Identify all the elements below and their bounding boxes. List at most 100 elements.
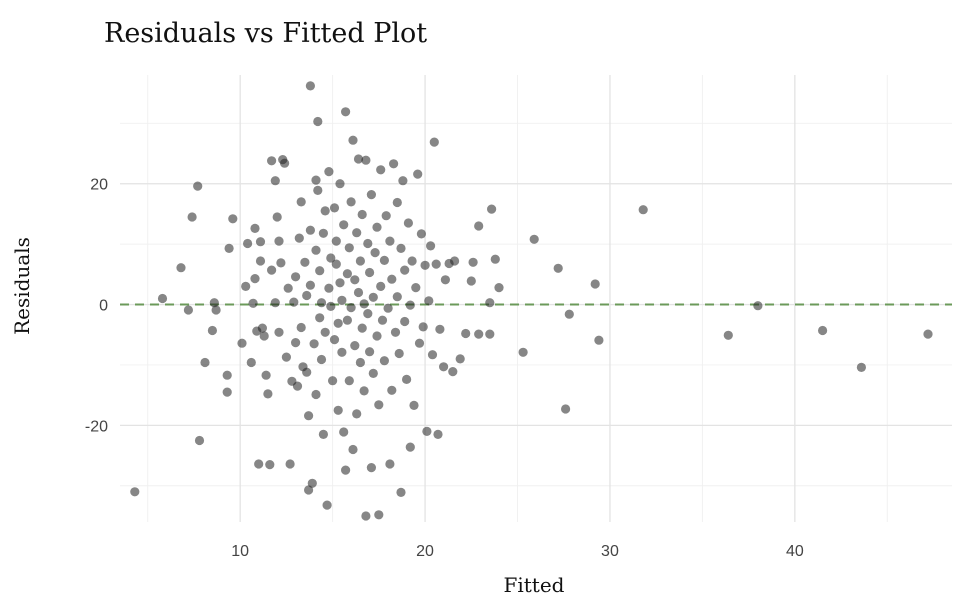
data-point-106 [352, 228, 362, 238]
data-point-96 [342, 269, 352, 279]
data-point-1 [157, 293, 168, 304]
data-point-200 [923, 329, 933, 339]
data-point-109 [353, 287, 364, 298]
data-point-198 [818, 325, 828, 336]
data-point-26 [257, 323, 267, 333]
data-point-122 [366, 463, 376, 473]
data-point-155 [405, 300, 415, 310]
data-point-70 [316, 298, 327, 308]
data-point-63 [311, 175, 321, 185]
data-point-78 [324, 283, 334, 293]
data-point-4 [187, 212, 197, 222]
data-point-117 [361, 511, 371, 521]
data-point-173 [440, 275, 450, 285]
data-point-43 [285, 459, 295, 469]
data-point-154 [405, 442, 415, 452]
data-point-79 [326, 253, 336, 263]
data-point-149 [398, 176, 408, 186]
data-point-190 [553, 263, 563, 273]
data-point-153 [403, 218, 413, 228]
data-point-89 [335, 179, 345, 189]
data-point-178 [461, 328, 471, 339]
data-point-71 [316, 354, 327, 365]
data-point-73 [318, 228, 328, 238]
data-point-38 [276, 258, 286, 268]
grid-lines [120, 75, 952, 522]
data-point-181 [474, 329, 484, 339]
data-point-82 [329, 203, 340, 213]
data-point-68 [315, 266, 325, 276]
data-point-37 [274, 327, 284, 337]
data-point-137 [383, 303, 393, 313]
data-point-91 [337, 295, 347, 305]
y-tick-label: 20 [90, 177, 108, 194]
data-point-76 [322, 500, 332, 510]
data-point-45 [289, 297, 299, 307]
data-point-47 [291, 338, 301, 348]
data-point-121 [365, 267, 375, 278]
data-point-156 [407, 256, 417, 266]
data-point-150 [400, 316, 410, 327]
data-point-90 [337, 347, 347, 357]
data-point-166 [426, 241, 436, 251]
data-point-170 [433, 429, 443, 439]
data-point-167 [427, 350, 438, 360]
data-point-114 [359, 386, 369, 396]
data-point-110 [355, 357, 365, 368]
data-point-48 [292, 381, 303, 391]
data-point-159 [413, 169, 423, 179]
data-point-74 [320, 206, 330, 216]
data-point-65 [311, 389, 321, 400]
data-point-111 [355, 256, 365, 266]
data-point-148 [396, 243, 406, 253]
data-point-7 [200, 357, 210, 368]
data-point-130 [374, 400, 384, 410]
data-point-54 [302, 290, 312, 301]
data-point-51 [296, 197, 306, 207]
data-point-10 [211, 305, 221, 315]
data-point-66 [313, 116, 323, 127]
data-point-172 [439, 362, 449, 372]
data-point-80 [326, 301, 336, 311]
data-point-58 [305, 81, 315, 91]
data-point-6 [194, 435, 205, 446]
data-point-69 [315, 313, 325, 323]
data-point-186 [494, 283, 504, 293]
data-point-104 [350, 275, 360, 285]
data-point-21 [250, 274, 260, 284]
data-point-129 [374, 510, 384, 520]
y-axis-ticks: -20 0 20 [85, 177, 108, 436]
chart-title: Residuals vs Fitted Plot [104, 18, 427, 49]
data-point-33 [270, 176, 280, 186]
y-axis-title: Residuals [10, 237, 34, 335]
data-point-94 [341, 107, 351, 117]
data-point-16 [241, 281, 251, 291]
data-point-140 [387, 385, 397, 395]
data-point-112 [357, 323, 367, 333]
data-point-175 [448, 367, 458, 377]
data-point-124 [368, 368, 378, 378]
data-point-158 [411, 283, 421, 293]
data-point-59 [305, 225, 315, 235]
data-point-136 [381, 211, 391, 221]
data-point-135 [379, 356, 389, 366]
data-point-99 [344, 376, 354, 386]
data-point-184 [487, 204, 497, 214]
data-point-187 [485, 329, 495, 339]
data-point-8 [207, 325, 217, 336]
x-axis-ticks: 10 20 30 40 [231, 543, 804, 560]
data-point-163 [420, 260, 430, 270]
data-point-30 [265, 460, 275, 470]
x-tick-label: 10 [231, 543, 249, 560]
data-point-133 [377, 315, 388, 325]
data-point-87 [333, 318, 343, 328]
data-point-53 [300, 257, 310, 267]
data-point-120 [365, 347, 375, 357]
data-point-0 [130, 487, 140, 497]
data-point-147 [396, 487, 406, 497]
data-point-57 [304, 485, 314, 495]
data-point-113 [357, 209, 367, 220]
data-point-67 [313, 185, 323, 195]
data-point-35 [272, 212, 282, 222]
